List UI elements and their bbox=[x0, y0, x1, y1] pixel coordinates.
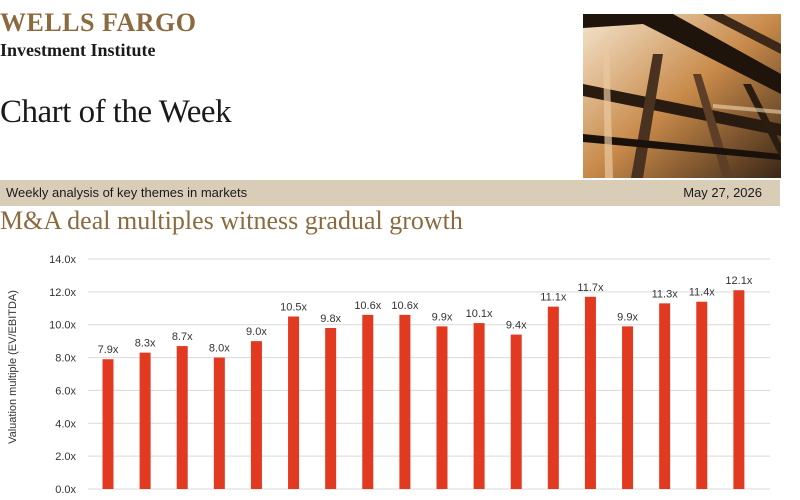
bar-data-label: 8.7x bbox=[172, 331, 193, 343]
bar bbox=[102, 359, 114, 489]
bar-data-label: 9.0x bbox=[246, 326, 267, 338]
bar-data-label: 10.6x bbox=[354, 300, 381, 312]
bar bbox=[139, 352, 151, 489]
publish-date: May 27, 2026 bbox=[683, 185, 762, 200]
bar bbox=[733, 290, 745, 489]
bar bbox=[584, 296, 596, 489]
y-tick-label: 10.0x bbox=[49, 320, 76, 332]
y-tick-label: 0.0x bbox=[55, 484, 76, 496]
y-tick-label: 4.0x bbox=[55, 418, 76, 430]
y-tick-label: 14.0x bbox=[49, 254, 76, 266]
y-tick-label: 2.0x bbox=[55, 451, 76, 463]
bar-data-label: 11.4x bbox=[689, 287, 716, 299]
bar-chart: 0.0x 2.0x 4.0x 6.0x 8.0x 10.0x 12.0x 14.0x 7.9x… bbox=[7, 254, 770, 496]
bar-data-label: 11.7x bbox=[577, 282, 604, 294]
bar-data-label: 7.9x bbox=[98, 344, 119, 356]
brand-logo: WELLS FARGO bbox=[0, 8, 197, 37]
y-tick-label: 6.0x bbox=[55, 385, 76, 397]
band-tagline: Weekly analysis of key themes in markets bbox=[6, 185, 248, 200]
bar-data-label: 8.0x bbox=[209, 343, 230, 355]
bar bbox=[399, 314, 411, 489]
bar bbox=[510, 334, 522, 489]
y-tick-label: 8.0x bbox=[55, 353, 76, 365]
bar-data-label: 11.3x bbox=[652, 288, 679, 300]
bar bbox=[696, 301, 708, 489]
header-band: Weekly analysis of key themes in markets… bbox=[0, 180, 780, 206]
bar-data-label: 10.1x bbox=[466, 308, 493, 320]
bar-data-label: 9.4x bbox=[506, 320, 527, 332]
chart-title: M&A deal multiples witness gradual growt… bbox=[0, 206, 463, 235]
page-title: Chart of the Week bbox=[0, 94, 232, 130]
bar bbox=[288, 316, 300, 489]
bar-data-label: 10.5x bbox=[280, 302, 307, 314]
brand-subtitle: Investment Institute bbox=[0, 40, 156, 60]
bar-data-label: 8.3x bbox=[135, 338, 156, 350]
bar-data-label: 11.1x bbox=[540, 292, 567, 304]
bar-data-label: 10.6x bbox=[391, 300, 418, 312]
bar-data-label: 12.1x bbox=[725, 275, 752, 287]
bar bbox=[473, 323, 485, 489]
bar bbox=[547, 306, 559, 489]
bar bbox=[250, 341, 262, 489]
bar bbox=[176, 346, 188, 489]
bar bbox=[622, 326, 634, 489]
architecture-photo bbox=[583, 14, 781, 178]
bar-data-label: 9.8x bbox=[320, 313, 341, 325]
bar-data-label: 9.9x bbox=[432, 311, 453, 323]
bar bbox=[213, 357, 225, 489]
y-axis-label: Valuation multiple (EV/EBITDA) bbox=[7, 290, 19, 444]
bar bbox=[325, 328, 337, 489]
bar bbox=[362, 314, 374, 489]
bar bbox=[659, 303, 671, 489]
bar-data-label: 9.9x bbox=[617, 311, 638, 323]
y-tick-label: 12.0x bbox=[49, 287, 76, 299]
bar bbox=[436, 326, 448, 489]
